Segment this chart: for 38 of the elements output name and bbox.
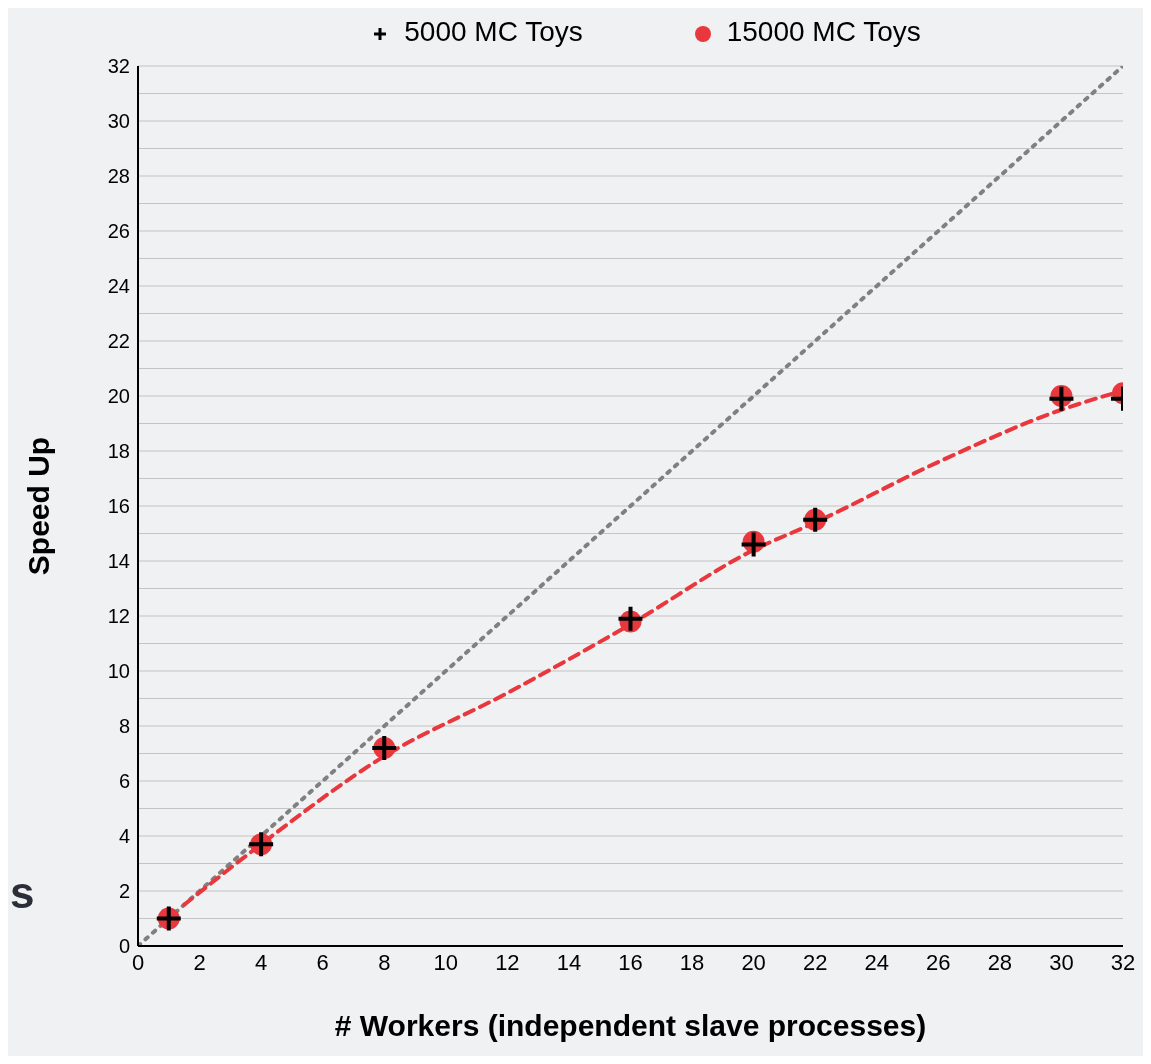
- y-axis-title: Speed Up: [21, 436, 55, 576]
- y-tick-label: 18: [107, 440, 130, 463]
- y-tick-label: 12: [107, 605, 130, 628]
- y-tick-label: 6: [118, 770, 130, 793]
- x-axis-title: # Workers (independent slave processes): [334, 1009, 927, 1042]
- y-tick-label: 26: [107, 220, 130, 243]
- x-tick-label: 18: [679, 949, 705, 975]
- x-tick-label: 22: [802, 949, 828, 975]
- x-tick-label: 26: [926, 949, 951, 975]
- x-tick-label: 10: [433, 949, 459, 975]
- y-tick-label: 10: [107, 660, 130, 683]
- y-tick-label: 8: [118, 715, 130, 738]
- x-tick-label: 14: [556, 949, 582, 975]
- x-tick-label: 28: [987, 949, 1013, 975]
- y-tick-label: 22: [107, 330, 130, 353]
- y-tick-label: 32: [107, 55, 130, 78]
- y-tick-label: 30: [107, 110, 130, 133]
- x-tick-label: 24: [864, 949, 889, 975]
- y-tick-label: 16: [107, 495, 130, 518]
- x-tick-label: 16: [618, 949, 643, 975]
- x-tick-label: 12: [495, 949, 520, 975]
- x-tick-label: 8: [378, 949, 391, 975]
- y-tick-label: 4: [118, 825, 130, 848]
- legend-label: 5000 MC Toys: [403, 16, 583, 48]
- x-tick-label: 2: [193, 949, 206, 975]
- x-tick-label: 6: [316, 949, 329, 975]
- y-tick-label: 14: [107, 550, 130, 573]
- x-tick-label: 20: [741, 949, 766, 975]
- legend-label: 15000 MC Toys: [725, 16, 921, 48]
- y-tick-label: 2: [118, 880, 130, 903]
- x-tick-label: 32: [1110, 949, 1136, 975]
- y-tick-label: 24: [107, 275, 130, 298]
- x-tick-label: 4: [255, 949, 268, 975]
- y-tick-label: 0: [118, 935, 130, 958]
- text: s: [10, 868, 35, 918]
- y-tick-label: 20: [107, 385, 130, 408]
- y-tick-label: 28: [107, 165, 130, 188]
- x-tick-label: 30: [1049, 949, 1074, 975]
